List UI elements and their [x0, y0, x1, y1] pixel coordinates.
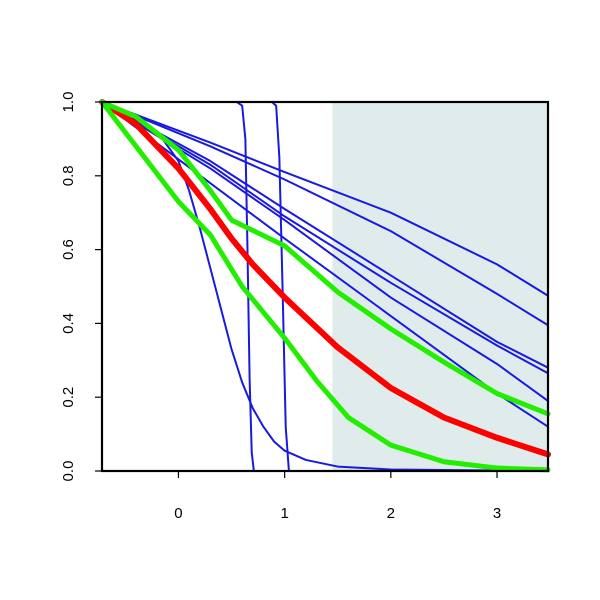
y-tick-label: 0.0 — [60, 461, 77, 482]
x-tick-label: 1 — [280, 505, 288, 522]
plot-frame — [100, 100, 550, 473]
shaded-region-layer — [332, 102, 548, 471]
series-line-thin-2 — [101, 101, 549, 402]
shaded-region — [332, 102, 548, 471]
y-tick-label: 0.4 — [60, 313, 77, 334]
series-line-red-10 — [99, 99, 551, 458]
y-axis-ticks: 0.0 0.2 0.4 0.6 0.8 1.0 — [60, 92, 102, 482]
series-line-thin-6 — [101, 101, 549, 297]
y-tick-label: 0.8 — [60, 165, 77, 186]
y-tick-label: 0.6 — [60, 239, 77, 260]
series-line-thin-3 — [101, 101, 549, 375]
series-line-thin-7 — [101, 101, 549, 472]
x-tick-label: 0 — [174, 505, 182, 522]
series-line-thin-5 — [101, 101, 549, 327]
series-line-thin-8 — [101, 101, 255, 472]
x-tick-label: 3 — [493, 505, 501, 522]
series-line-green-12 — [99, 99, 551, 473]
series-line-thin-9 — [101, 101, 290, 472]
series-line-green-11 — [99, 99, 551, 417]
x-tick-label: 2 — [387, 505, 395, 522]
y-tick-label: 0.2 — [60, 387, 77, 408]
y-tick-label: 1.0 — [60, 92, 77, 113]
x-axis-ticks: 0 1 2 3 — [174, 471, 501, 522]
series-line-thin-4 — [101, 101, 549, 369]
